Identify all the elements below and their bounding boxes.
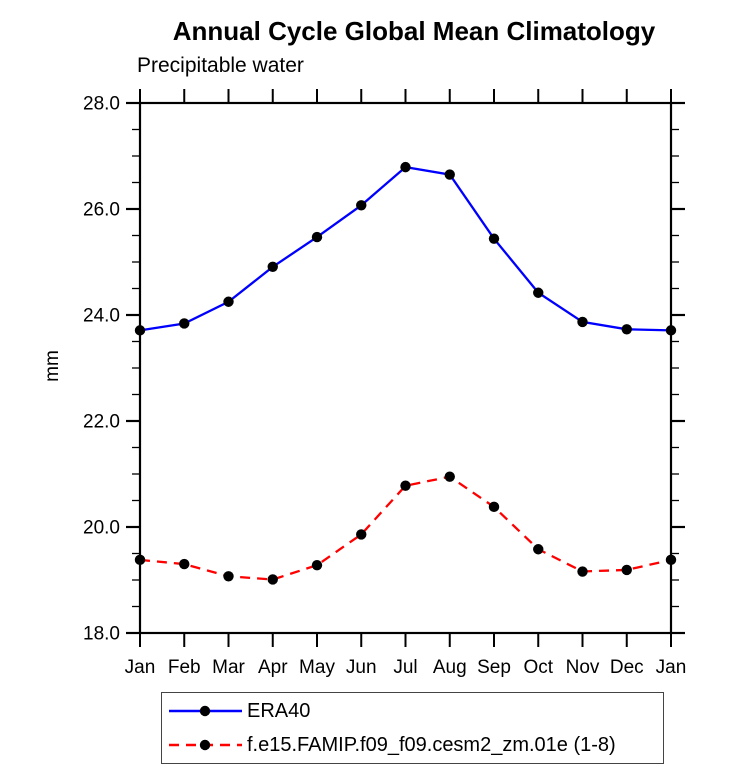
x-tick-label: Feb (168, 657, 201, 678)
data-point-marker (533, 544, 544, 555)
series-line-solid (139, 165, 672, 332)
data-point-marker (223, 571, 234, 582)
x-tick-label: Aug (433, 657, 467, 678)
chart-title: Annual Cycle Global Mean Climatology (172, 16, 656, 46)
data-point-marker (267, 261, 278, 272)
data-point-marker (577, 566, 588, 577)
x-tick-label: Jan (125, 657, 156, 678)
data-point-marker (311, 231, 323, 243)
series-line-dashed (139, 475, 672, 581)
data-point-marker (488, 233, 500, 244)
data-point-marker (577, 316, 588, 328)
legend-marker-dot (199, 705, 211, 717)
x-tick-label: Jul (393, 657, 417, 678)
plot-frame (138, 101, 673, 635)
data-point-marker (179, 318, 190, 329)
y-tick-label: 20.0 (83, 518, 120, 539)
legend-box: ERA40 f.e15.FAMIP.f09_f09.cesm2_zm.01e (… (161, 692, 664, 764)
legend-label-model: f.e15.FAMIP.f09_f09.cesm2_zm.01e (1-8) (247, 733, 616, 756)
legend-entry-model: f.e15.FAMIP.f09_f09.cesm2_zm.01e (1-8) (162, 728, 663, 762)
data-point-marker (267, 574, 278, 585)
data-point-marker (400, 161, 411, 173)
x-tick-label: Dec (610, 657, 644, 678)
legend-swatch-solid-line (169, 705, 242, 717)
y-tick-label: 24.0 (83, 306, 120, 327)
data-point-marker (621, 324, 632, 335)
x-tick-label: May (299, 657, 335, 678)
data-point-marker (179, 558, 190, 570)
x-tick-label: Jun (346, 657, 377, 678)
data-point-marker (444, 471, 455, 482)
y-tick-label: 26.0 (83, 200, 120, 221)
data-point-marker (665, 554, 677, 566)
legend-marker-dot (199, 739, 211, 751)
y-tick-label: 18.0 (83, 624, 120, 645)
x-tick-label: Mar (212, 657, 245, 678)
data-point-marker (621, 564, 632, 576)
y-tick-label: 28.0 (83, 94, 120, 115)
legend-label-era40: ERA40 (247, 699, 311, 722)
data-point-marker (665, 325, 677, 336)
data-point-marker (311, 559, 323, 571)
x-tick-label: Oct (523, 657, 553, 678)
data-point-marker (134, 554, 146, 566)
data-point-marker (356, 529, 367, 540)
x-tick-label: Nov (566, 657, 600, 678)
legend-swatch-dashed-line (169, 739, 242, 751)
data-point-marker (488, 501, 500, 513)
legend-entry-era40: ERA40 (162, 694, 663, 728)
chart-subtitle: Precipitable water (137, 54, 304, 77)
data-point-marker (223, 296, 234, 307)
y-tick-label: 22.0 (83, 412, 120, 433)
data-point-marker (356, 200, 367, 211)
x-tick-label: Apr (258, 657, 288, 678)
data-point-marker (444, 169, 455, 180)
data-point-marker (533, 287, 544, 298)
x-tick-label: Jan (656, 657, 687, 678)
data-point-marker (134, 325, 146, 336)
x-tick-label: Sep (477, 657, 511, 678)
data-point-marker (400, 480, 411, 491)
